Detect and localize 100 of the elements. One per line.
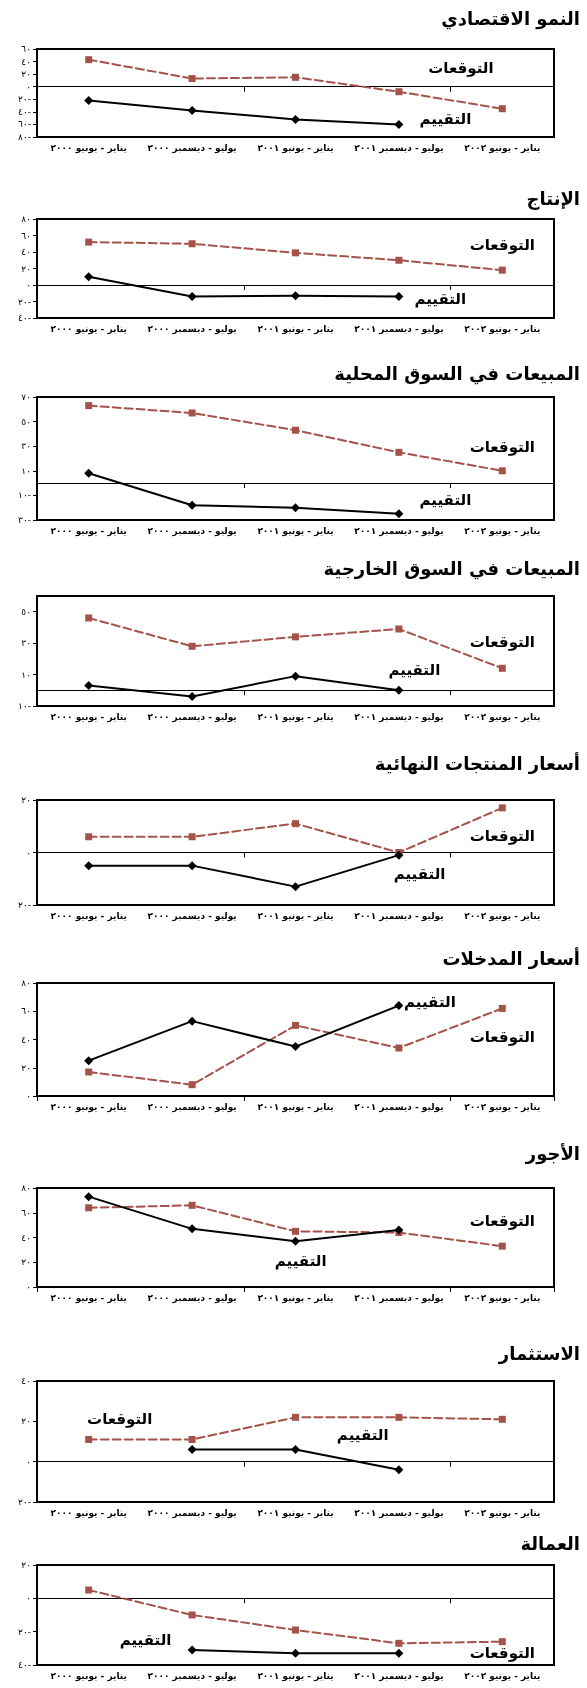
point <box>394 685 404 695</box>
x-tick-label: يناير - يونيو ٢٠٠٠ <box>50 1507 127 1519</box>
y-tick-label: ٤٠ <box>21 56 31 67</box>
y-tick-label: ٤٠- <box>18 313 31 323</box>
point <box>187 292 197 302</box>
point <box>188 1611 196 1619</box>
point <box>498 266 506 274</box>
x-tick-label: يوليو - ديسمبر ٢٠٠٠ <box>147 1670 237 1682</box>
legend-label: التقييم <box>393 864 446 883</box>
point <box>395 1044 403 1052</box>
y-tick-label: ٠ <box>26 1091 31 1101</box>
x-tick-label: يناير - يونيو ٢٠٠٠ <box>50 525 127 537</box>
point <box>395 1413 403 1421</box>
point <box>394 1465 404 1475</box>
x-tick-label: يوليو - ديسمبر ٢٠٠١ <box>354 1507 444 1519</box>
point <box>188 1201 196 1209</box>
point <box>85 1204 93 1212</box>
y-tick-label: ٣٠- <box>18 515 31 525</box>
y-tick-label: ٤٠- <box>18 1660 31 1670</box>
x-tick-label: يناير - يونيو ٢٠٠٠ <box>50 711 127 723</box>
y-tick-label: ٢٠ <box>21 263 31 274</box>
x-tick-label: يناير - يونيو ٢٠٠١ <box>257 1670 334 1682</box>
chart-title: أسعار المدخلات <box>442 946 581 969</box>
point <box>188 642 196 650</box>
y-tick-label: ٤٠ <box>21 1034 31 1045</box>
point <box>187 106 197 116</box>
point <box>187 1645 197 1655</box>
x-tick-label: يناير - يونيو ٢٠٠٢ <box>464 1292 541 1304</box>
y-tick-label: ٠ <box>26 1593 31 1604</box>
x-tick-label: يوليو - ديسمبر ٢٠٠١ <box>354 1101 444 1113</box>
y-tick-label: ٢٠- <box>18 1626 31 1637</box>
y-tick-label: ٠ <box>26 280 31 290</box>
series-label: التوقعات <box>469 826 535 845</box>
y-tick-label: ٠ <box>26 847 31 858</box>
x-tick-label: يناير - يونيو ٢٠٠٠ <box>50 323 127 335</box>
x-tick-label: يوليو - ديسمبر ٢٠٠١ <box>354 1670 444 1682</box>
y-tick-label: ٢٠- <box>18 296 31 307</box>
x-tick-label: يناير - يونيو ٢٠٠١ <box>257 1292 334 1304</box>
y-tick-label: ١٠- <box>18 701 31 711</box>
series-label: التقييم <box>388 660 441 679</box>
chart-title: العمالة <box>520 1532 580 1554</box>
x-tick-label: يناير - يونيو ٢٠٠١ <box>257 323 334 335</box>
point <box>498 1242 506 1250</box>
series-label: التوقعات <box>469 1644 535 1662</box>
x-tick-label: يناير - يونيو ٢٠٠٠ <box>50 1292 127 1304</box>
y-tick-label: ٣٠ <box>21 638 31 649</box>
point <box>84 1192 94 1202</box>
x-tick-label: يناير - يونيو ٢٠٠٢ <box>464 711 541 723</box>
y-tick-label: ١٠ <box>21 465 31 476</box>
point <box>395 625 403 633</box>
point <box>187 692 197 702</box>
x-tick-label: يناير - يونيو ٢٠٠١ <box>257 1101 334 1113</box>
point <box>395 256 403 264</box>
point <box>85 614 93 622</box>
point <box>394 509 404 519</box>
x-tick-label: يناير - يونيو ٢٠٠٠ <box>50 1670 127 1682</box>
y-tick-label: ٢٠ <box>21 1560 31 1570</box>
x-tick-label: يناير - يونيو ٢٠٠٠ <box>50 910 127 922</box>
point <box>84 468 94 478</box>
y-tick-label: ٢٠ <box>21 1257 31 1268</box>
point <box>292 1626 299 1634</box>
y-tick-label: ٠ <box>26 81 31 92</box>
chart-title: النمو الاقتصادي <box>441 7 581 30</box>
series-label: التوقعات <box>469 633 535 652</box>
y-tick-label: ٠ <box>26 1456 31 1467</box>
y-tick-label: ٦٠ <box>21 1006 31 1017</box>
y-tick-label: ٤٠- <box>18 106 31 117</box>
x-tick-label: يوليو - ديسمبر ٢٠٠٠ <box>147 711 237 723</box>
point <box>85 238 93 246</box>
x-tick-label: يناير - يونيو ٢٠٠١ <box>257 711 334 723</box>
x-tick-label: يوليو - ديسمبر ٢٠٠٠ <box>147 323 237 335</box>
point <box>394 1225 404 1235</box>
point <box>85 833 93 841</box>
point <box>291 114 300 124</box>
x-tick-label: يوليو - ديسمبر ٢٠٠١ <box>354 142 444 154</box>
x-tick-label: يناير - يونيو ٢٠٠٠ <box>50 1101 127 1113</box>
series-label: التوقعات <box>469 235 535 254</box>
point <box>292 1227 299 1235</box>
point <box>291 671 300 681</box>
series-label: التوقعات <box>469 1211 535 1230</box>
point <box>85 1435 93 1443</box>
series-label: التقييم <box>404 993 456 1012</box>
y-tick-label: ٨٠- <box>18 132 31 142</box>
x-tick-label: يناير - يونيو ٢٠٠٢ <box>464 142 541 154</box>
x-tick-label: يناير - يونيو ٢٠٠٢ <box>464 910 541 922</box>
point <box>394 850 404 860</box>
point <box>188 75 196 83</box>
x-tick-label: يناير - يونيو ٢٠٠١ <box>257 142 334 154</box>
series-label: التوقعات <box>87 1409 153 1428</box>
x-tick-label: يناير - يونيو ٢٠٠٢ <box>464 525 541 537</box>
x-tick-label: يوليو - ديسمبر ٢٠٠١ <box>354 525 444 537</box>
x-tick-label: يناير - يونيو ٢٠٠٢ <box>464 1507 541 1519</box>
point <box>394 292 404 302</box>
point <box>292 426 299 434</box>
point <box>188 1081 196 1089</box>
x-tick-label: يناير - يونيو ٢٠٠١ <box>257 910 334 922</box>
y-tick-label: ٢٠- <box>18 1497 31 1507</box>
point <box>498 1638 506 1646</box>
point <box>84 1056 94 1066</box>
y-tick-label: ١٠ <box>21 669 31 680</box>
